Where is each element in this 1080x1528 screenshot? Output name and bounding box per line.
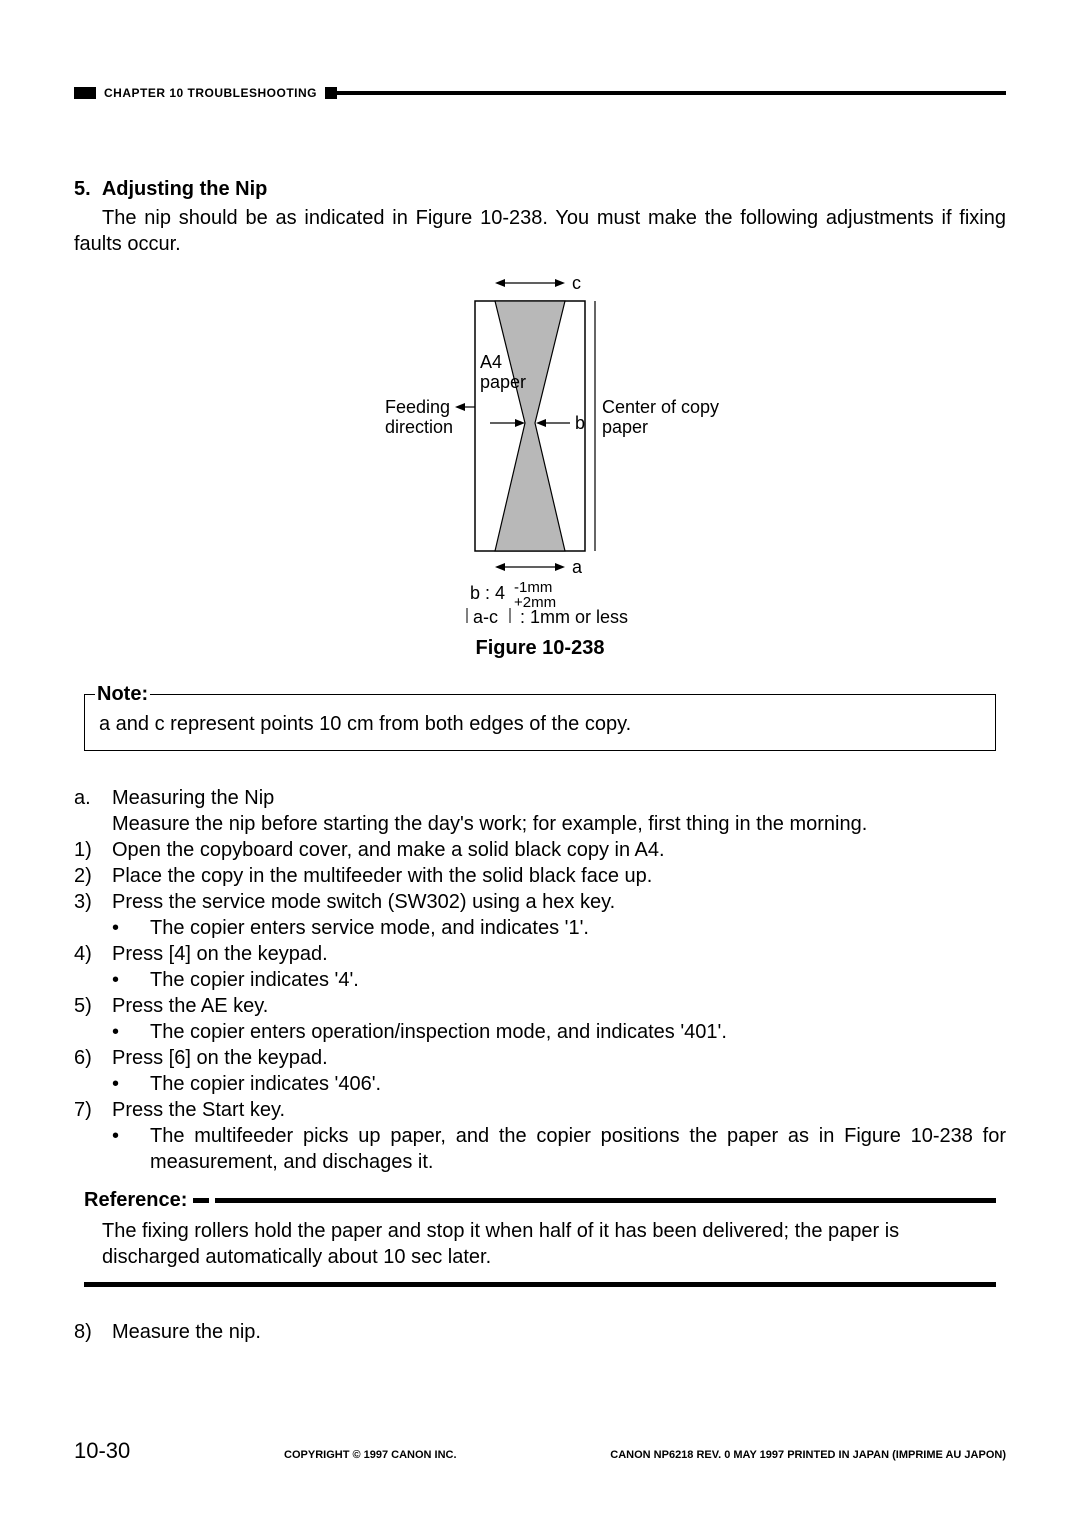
step-text: Press [6] on the keypad.	[112, 1045, 1006, 1071]
step-marker: 5)	[74, 993, 112, 1019]
reference-text: The fixing rollers hold the paper and st…	[84, 1218, 996, 1270]
header-block-icon	[325, 87, 337, 99]
step-marker: 4)	[74, 941, 112, 967]
diagram-label-paper: paper	[480, 372, 526, 392]
step-6-sub: • The copier indicates '406'.	[74, 1071, 1006, 1097]
diagram-label-a: a	[572, 557, 583, 577]
section-title: Adjusting the Nip	[102, 178, 268, 200]
diagram-spec-ac: a-c	[473, 607, 498, 623]
page: CHAPTER 10 TROUBLESHOOTING 5. Adjusting …	[0, 0, 1080, 1528]
page-footer: 10-30 COPYRIGHT © 1997 CANON INC. CANON …	[74, 1438, 1006, 1464]
footer-right: CANON NP6218 REV. 0 MAY 1997 PRINTED IN …	[610, 1449, 1006, 1461]
step-text: Press the service mode switch (SW302) us…	[112, 889, 1006, 915]
diagram-label-a4: A4	[480, 352, 502, 372]
bullet-icon: •	[112, 1019, 150, 1045]
nip-diagram: c A4 paper Feeding direction b Center of…	[310, 263, 770, 623]
section-intro: The nip should be as indicated in Figure…	[74, 205, 1006, 257]
step-marker: 2)	[74, 863, 112, 889]
note-label: Note:	[95, 683, 150, 706]
step-7: 7) Press the Start key.	[74, 1097, 1006, 1123]
step-text: Open the copyboard cover, and make a sol…	[112, 837, 1006, 863]
step-text: The copier enters operation/inspection m…	[150, 1019, 1006, 1045]
step-marker: 8)	[74, 1319, 112, 1345]
diagram-label-center1: Center of copy	[602, 397, 719, 417]
chapter-header: CHAPTER 10 TROUBLESHOOTING	[74, 86, 1006, 100]
bullet-icon: •	[112, 1123, 150, 1175]
step-text: Measure the nip before starting the day'…	[112, 811, 1006, 837]
step-text: The copier indicates '406'.	[150, 1071, 1006, 1097]
header-block-icon	[74, 87, 96, 99]
footer-copyright: COPYRIGHT © 1997 CANON INC.	[284, 1449, 457, 1461]
note-box: Note: a and c represent points 10 cm fro…	[84, 694, 996, 751]
step-text: The copier indicates '4'.	[150, 967, 1006, 993]
chapter-title: CHAPTER 10 TROUBLESHOOTING	[96, 86, 325, 100]
bullet-icon: •	[112, 1071, 150, 1097]
figure-caption: Figure 10-238	[74, 637, 1006, 660]
step-a-text: Measure the nip before starting the day'…	[74, 811, 1006, 837]
header-rule	[337, 91, 1006, 95]
step-text: Press [4] on the keypad.	[112, 941, 1006, 967]
bullet-icon: •	[112, 967, 150, 993]
step-text: The multifeeder picks up paper, and the …	[150, 1123, 1006, 1175]
step-5: 5) Press the AE key.	[74, 993, 1006, 1019]
step-text: Press the Start key.	[112, 1097, 1006, 1123]
step-6: 6) Press [6] on the keypad.	[74, 1045, 1006, 1071]
step-4: 4) Press [4] on the keypad.	[74, 941, 1006, 967]
reference-dash-icon	[193, 1198, 209, 1203]
diagram-label-feeding: Feeding	[385, 397, 450, 417]
step-text: Measure the nip.	[112, 1319, 1006, 1345]
step-3-sub: • The copier enters service mode, and in…	[74, 915, 1006, 941]
step-marker: a.	[74, 785, 112, 811]
step-text: Place the copy in the multifeeder with t…	[112, 863, 1006, 889]
step-text: Press the AE key.	[112, 993, 1006, 1019]
bullet-icon: •	[112, 915, 150, 941]
step-marker: 7)	[74, 1097, 112, 1123]
page-number: 10-30	[74, 1438, 130, 1464]
reference-header: Reference:	[84, 1189, 996, 1212]
step-7-sub: • The multifeeder picks up paper, and th…	[74, 1123, 1006, 1175]
step-marker: 3)	[74, 889, 112, 915]
diagram-spec-b: b : 4	[470, 583, 505, 603]
diagram-label-b: b	[575, 413, 585, 433]
note-text: a and c represent points 10 cm from both…	[99, 713, 981, 736]
step-marker: 6)	[74, 1045, 112, 1071]
section-number: 5.	[74, 178, 91, 200]
step-a-title: Measuring the Nip	[112, 785, 1006, 811]
step-5-sub: • The copier enters operation/inspection…	[74, 1019, 1006, 1045]
diagram-spec-ac-val: : 1mm or less	[520, 607, 628, 623]
reference-label: Reference:	[84, 1189, 193, 1212]
diagram-label-center2: paper	[602, 417, 648, 437]
step-3: 3) Press the service mode switch (SW302)…	[74, 889, 1006, 915]
step-4-sub: • The copier indicates '4'.	[74, 967, 1006, 993]
step-1: 1) Open the copyboard cover, and make a …	[74, 837, 1006, 863]
reference-box: Reference: The fixing rollers hold the p…	[84, 1189, 996, 1287]
step-marker: 1)	[74, 837, 112, 863]
section-heading: 5. Adjusting the Nip	[74, 178, 1006, 201]
diagram-label-c: c	[572, 273, 581, 293]
step-2: 2) Place the copy in the multifeeder wit…	[74, 863, 1006, 889]
step-text: The copier enters service mode, and indi…	[150, 915, 1006, 941]
step-a: a. Measuring the Nip	[74, 785, 1006, 811]
diagram-label-direction: direction	[385, 417, 453, 437]
step-8: 8) Measure the nip.	[74, 1319, 1006, 1345]
reference-rule	[215, 1198, 996, 1203]
